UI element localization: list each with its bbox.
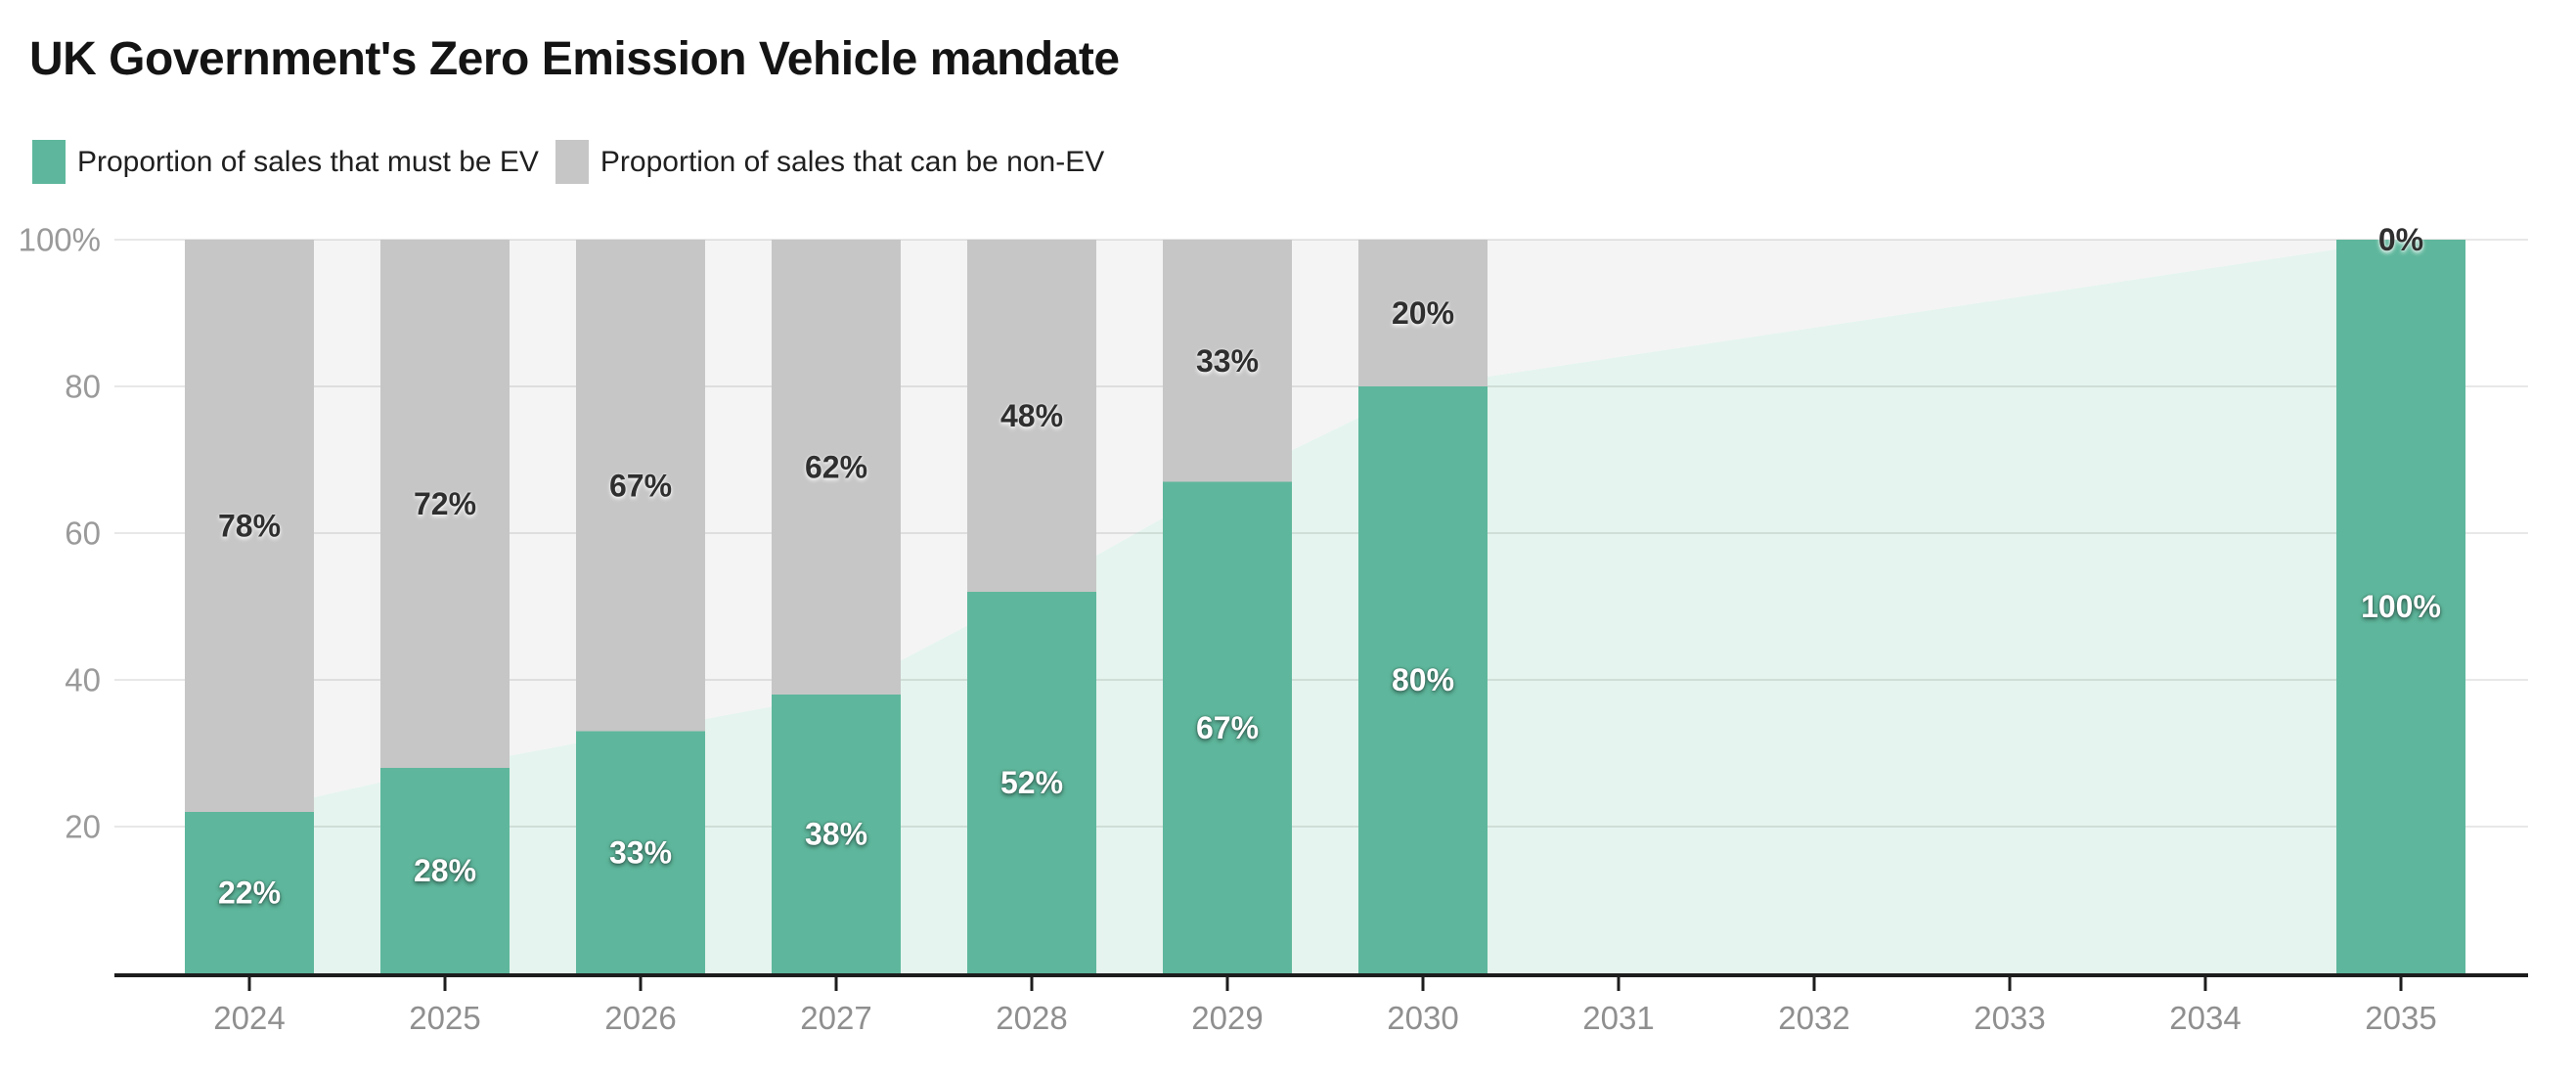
x-axis-tick-label: 2028	[996, 1000, 1067, 1036]
bar-non-ev-2024	[185, 240, 314, 812]
bar-label-ev-2025: 28%	[414, 853, 476, 888]
legend: Proportion of sales that must be EV Prop…	[32, 140, 1104, 184]
bar-non-ev-2026	[576, 240, 705, 732]
x-axis-tick-label: 2032	[1778, 1000, 1849, 1036]
x-axis-tick-label: 2025	[409, 1000, 480, 1036]
legend-swatch-ev-icon	[32, 140, 66, 184]
bar-label-ev-2035: 100%	[2361, 589, 2441, 624]
x-axis-tick-label: 2029	[1191, 1000, 1263, 1036]
bar-ev-2035	[2336, 240, 2465, 973]
bar-label-non-ev-2026: 67%	[609, 468, 672, 503]
bar-non-ev-2027	[772, 240, 901, 695]
bar-ev-2027	[772, 695, 901, 973]
bar-non-ev-2028	[967, 240, 1096, 592]
x-axis-tick-label: 2035	[2365, 1000, 2436, 1036]
bar-ev-2024	[185, 812, 314, 973]
y-axis-tick-label: 40	[65, 662, 101, 698]
bar-ev-2028	[967, 592, 1096, 973]
x-axis-tick-label: 2031	[1582, 1000, 1654, 1036]
bar-label-non-ev-2030: 20%	[1392, 295, 1454, 331]
bar-label-non-ev-2035: 0%	[2378, 222, 2423, 257]
bar-label-non-ev-2028: 48%	[1000, 398, 1063, 433]
legend-swatch-non-ev-icon	[555, 140, 589, 184]
x-axis-tick-label: 2034	[2169, 1000, 2241, 1036]
x-axis-tick-label: 2027	[800, 1000, 871, 1036]
legend-label-non-ev: Proportion of sales that can be non-EV	[600, 145, 1105, 178]
bar-label-ev-2027: 38%	[805, 817, 867, 852]
legend-item-non-ev: Proportion of sales that can be non-EV	[555, 140, 1104, 184]
bar-ev-2025	[380, 768, 510, 973]
x-axis-tick-label: 2026	[604, 1000, 676, 1036]
bar-non-ev-2025	[380, 240, 510, 768]
x-axis-tick-label: 2030	[1387, 1000, 1458, 1036]
bar-non-ev-2029	[1163, 240, 1292, 482]
y-axis-tick-label: 20	[65, 809, 101, 845]
bar-label-non-ev-2027: 62%	[805, 450, 867, 485]
x-axis-tick-label: 2033	[1974, 1000, 2045, 1036]
bar-label-non-ev-2029: 33%	[1196, 343, 1259, 379]
x-axis-ticks: 2024 2025 2026 2027 2028 2029 2030 2031 2032 2033…	[213, 977, 2437, 1036]
legend-item-ev: Proportion of sales that must be EV	[32, 140, 539, 184]
legend-label-ev: Proportion of sales that must be EV	[77, 145, 539, 178]
chart-title: UK Government's Zero Emission Vehicle ma…	[29, 33, 1120, 85]
x-axis-tick-label: 2024	[213, 1000, 285, 1036]
y-axis-tick-label: 60	[65, 516, 101, 552]
bar-label-ev-2030: 80%	[1392, 662, 1454, 697]
bar-ev-2029	[1163, 481, 1292, 973]
bar-label-ev-2028: 52%	[1000, 765, 1063, 800]
bar-ev-2030	[1358, 386, 1488, 973]
bars-group: 78% 22% 72% 28% 67% 33% 62% 38% 48% 52% 33% 67% 20% 8…	[185, 222, 2465, 973]
bar-ev-2026	[576, 731, 705, 973]
bar-label-ev-2026: 33%	[609, 834, 672, 870]
bar-non-ev-2030	[1358, 240, 1488, 386]
y-axis-tick-label: 80	[65, 369, 101, 405]
y-axis-tick-label: 100%	[19, 222, 101, 258]
bar-label-ev-2024: 22%	[218, 876, 281, 911]
bar-label-non-ev-2025: 72%	[414, 486, 476, 521]
bar-label-ev-2029: 67%	[1196, 710, 1259, 745]
grid-lines: 100% 80 60 40 20	[19, 222, 2528, 845]
bar-label-non-ev-2024: 78%	[218, 509, 281, 544]
